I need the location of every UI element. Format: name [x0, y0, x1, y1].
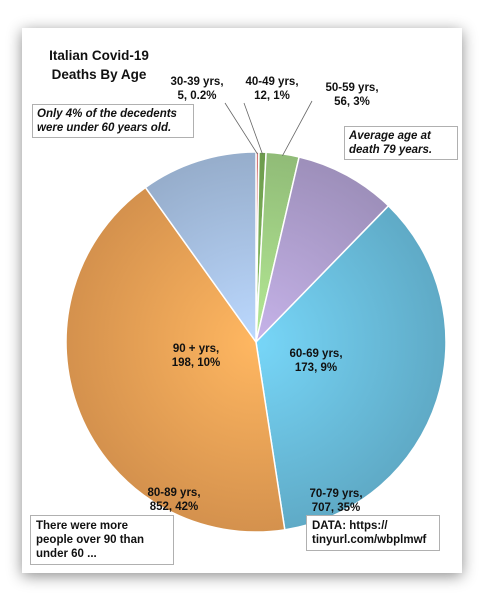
leader-line-2 [282, 100, 313, 157]
slice-label-1: 40-49 yrs, 12, 1% [245, 76, 298, 102]
pie-slice-5 [65, 186, 286, 533]
pie-slice-6 [144, 151, 257, 345]
pie-slice-4 [255, 204, 447, 531]
chart-card: 30-39 yrs, 5, 0.2% 40-49 yrs, 12, 1% 50-59 y… [22, 28, 462, 573]
chart-title: Italian Covid-19 Deaths By Age [49, 48, 149, 82]
note-under-60: Only 4% of the decedents were under 60 y… [32, 104, 194, 138]
note-average-age: Average age at death 79 years. [344, 126, 458, 160]
slice-label-4: 70-79 yrs, 707, 35% [309, 488, 362, 514]
slice-label-3: 60-69 yrs, 173, 9% [289, 348, 342, 374]
pie-chart: 30-39 yrs, 5, 0.2% 40-49 yrs, 12, 1% 50-59 y… [65, 76, 447, 533]
leader-line-0 [224, 102, 258, 155]
note-more-over-90: There were more people over 90 than unde… [30, 515, 174, 565]
leader-line-1 [243, 102, 263, 155]
slice-label-5: 80-89 yrs, 852, 42% [147, 487, 200, 513]
pie-slice-3 [254, 156, 390, 345]
slice-label-6: 90 + yrs, 198, 10% [172, 343, 221, 369]
slice-label-2: 50-59 yrs, 56, 3% [325, 82, 378, 108]
slice-label-0: 30-39 yrs, 5, 0.2% [170, 76, 223, 102]
data-source-note: DATA: https:// tinyurl.com/wbplmwf [306, 515, 440, 551]
